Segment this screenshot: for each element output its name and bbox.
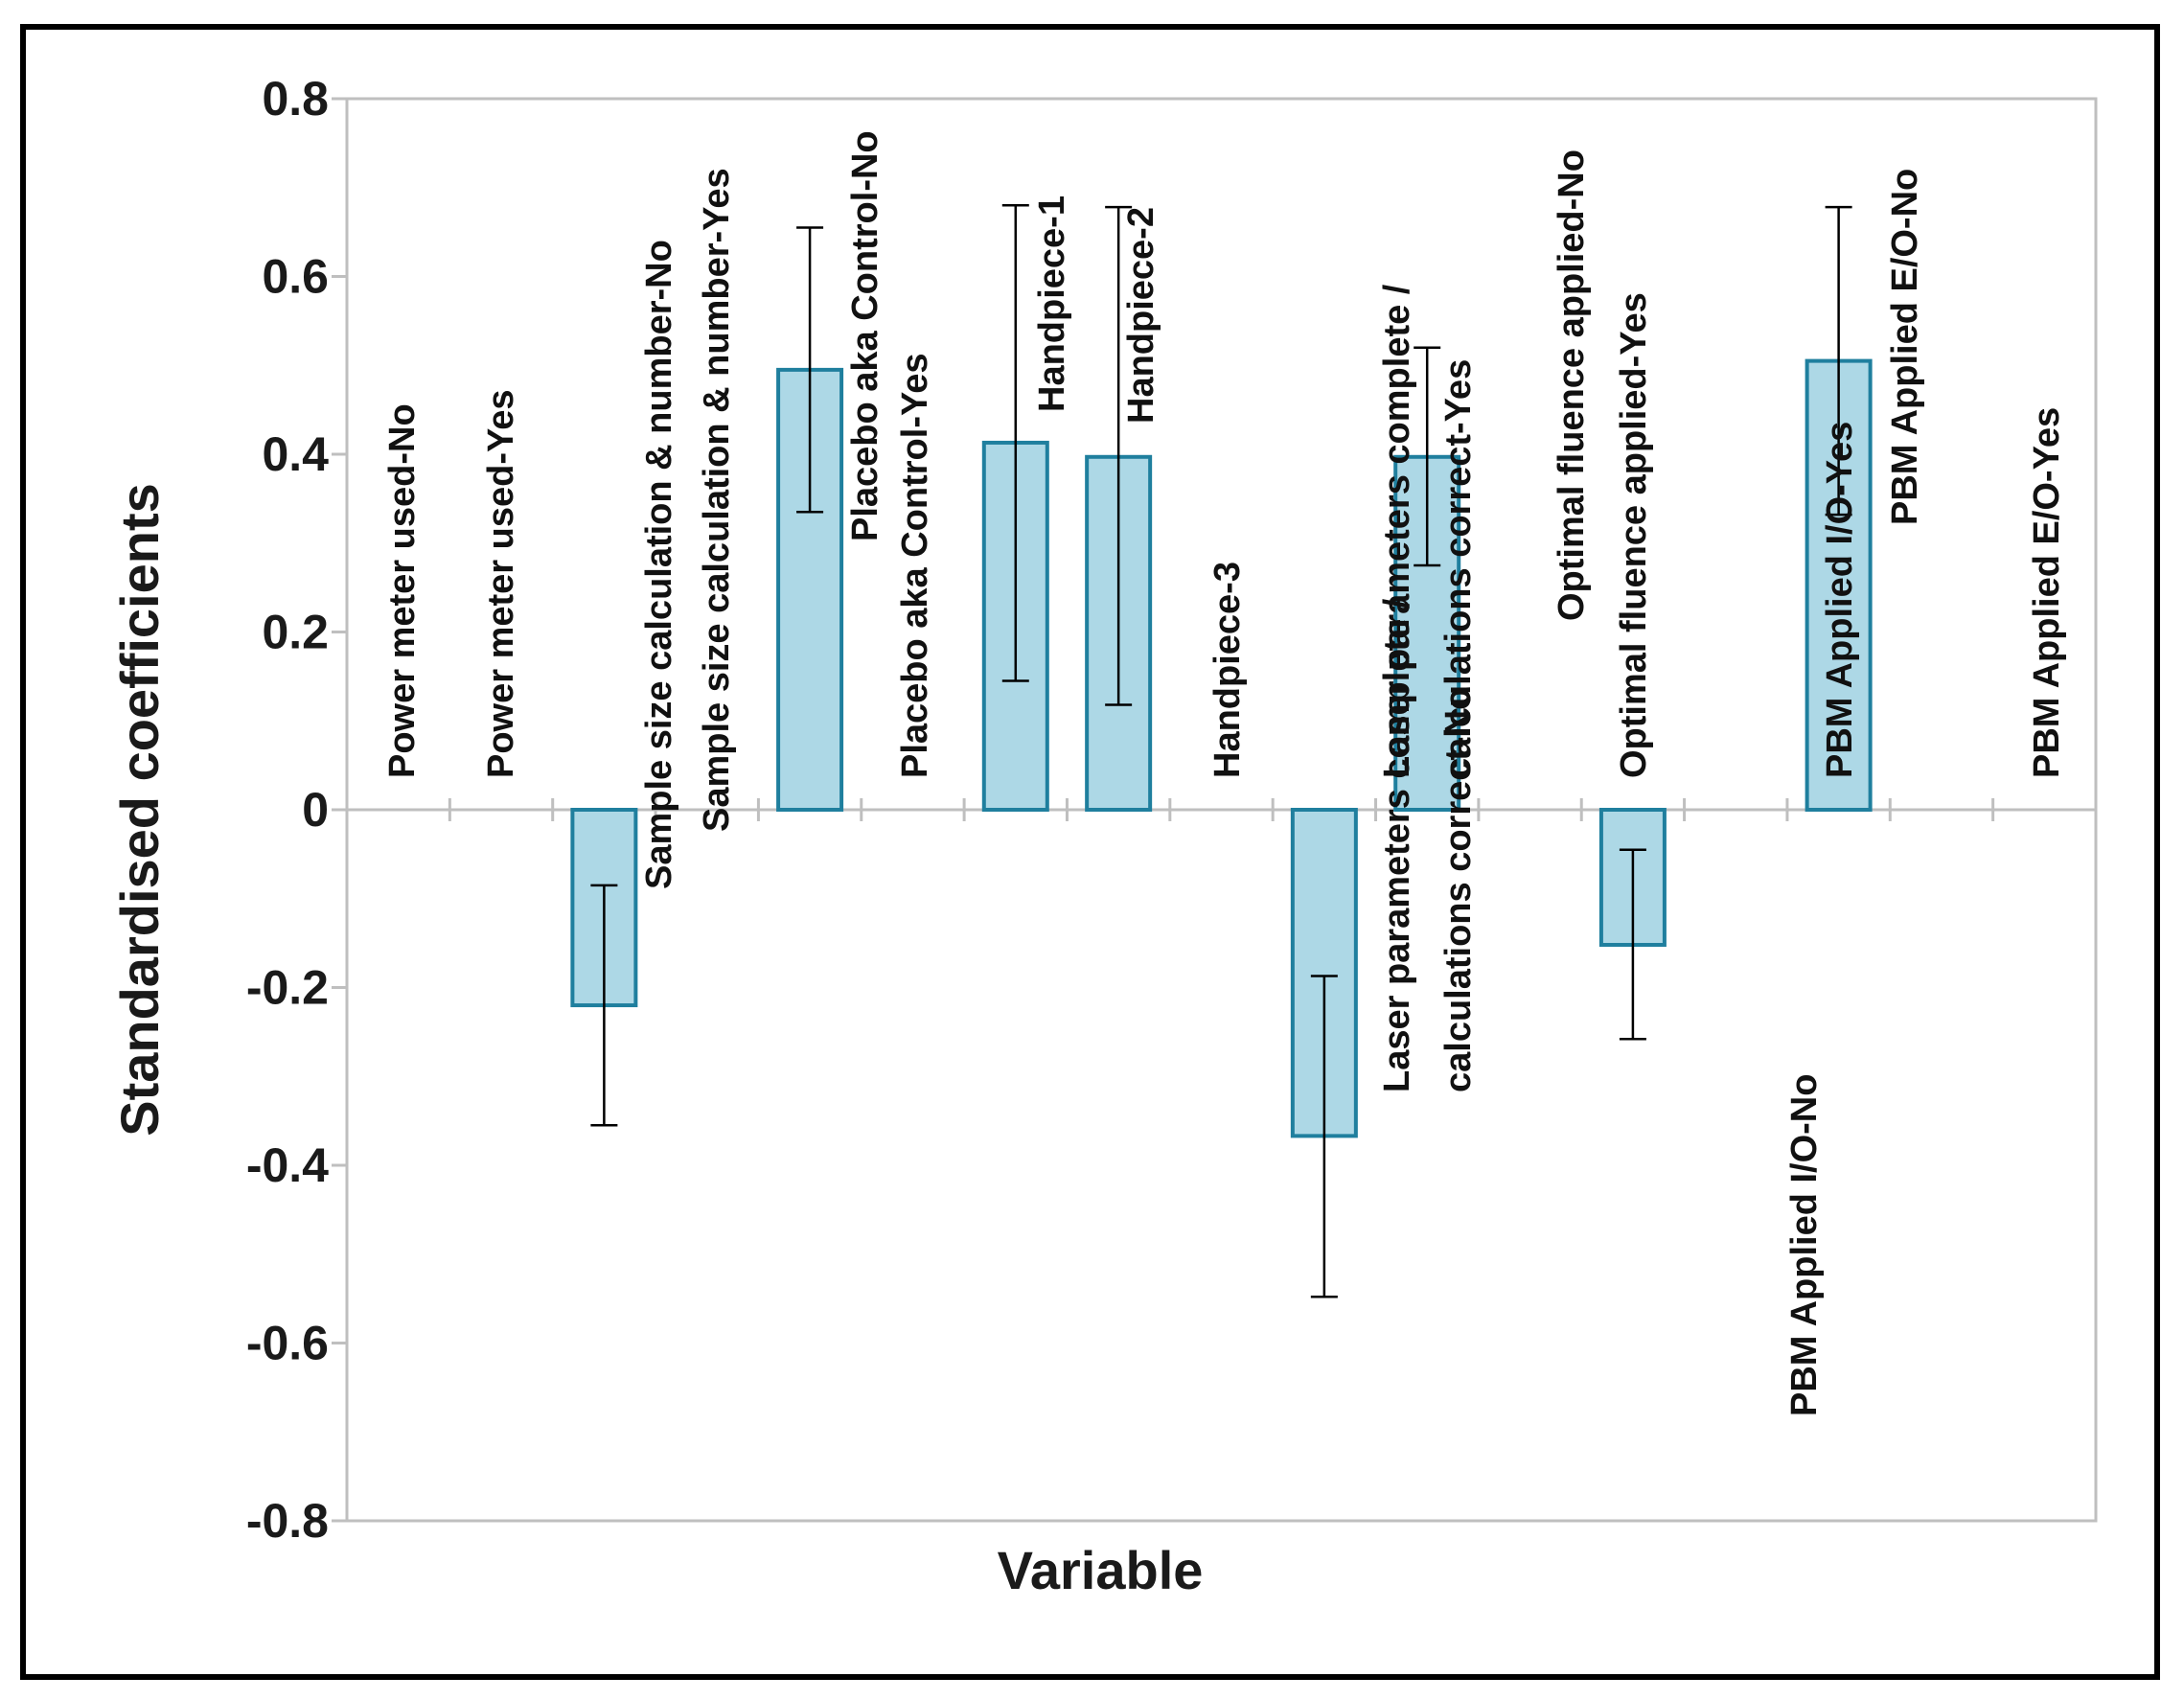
- category-label: Handpiece-2: [1121, 207, 1161, 424]
- category-label: Optimal fluence applied-Yes: [1614, 292, 1654, 778]
- category-label: PBM Applied I/O-Yes: [1820, 422, 1860, 778]
- category-label-line2: calculations correct-No: [1438, 688, 1479, 1092]
- category-label: Power meter used-Yes: [481, 389, 521, 778]
- y-tick-label: 0.8: [262, 72, 329, 126]
- y-tick-label: -0.4: [246, 1138, 329, 1192]
- x-axis-ticks: [345, 798, 2098, 821]
- y-tick-label: -0.8: [246, 1494, 329, 1548]
- category-label: Sample size calculation & number-No: [639, 240, 679, 889]
- x-axis-title: Variable: [998, 1540, 1204, 1600]
- category-label-line2: calculations correct-Yes: [1438, 359, 1479, 778]
- y-tick-label: -0.6: [246, 1317, 329, 1370]
- error-bars-group: [590, 204, 1852, 1298]
- category-label: Power meter used-No: [382, 403, 423, 778]
- category-label: PBM Applied I/O-No: [1784, 1074, 1825, 1416]
- category-label: Laser parameters complete /: [1377, 598, 1417, 1092]
- category-label: Handpiece-1: [1032, 195, 1072, 412]
- y-tick-label: 0.2: [262, 606, 329, 659]
- category-label: PBM Applied E/O-Yes: [2027, 407, 2067, 778]
- category-label: Handpiece-3: [1207, 562, 1248, 778]
- y-tick-label: 0: [302, 783, 329, 837]
- y-axis-title: Standardised coefficients: [109, 483, 170, 1137]
- category-label: Placebo aka Control-No: [845, 130, 885, 541]
- category-label: PBM Applied E/O-No: [1885, 169, 1925, 525]
- y-tick-label: 0.4: [262, 427, 329, 481]
- category-labels-group: Power meter used-No Power meter used-Yes S…: [382, 130, 2067, 1416]
- y-tick-label: 0.6: [262, 250, 329, 304]
- category-label: Optimal fluence applied-No: [1552, 149, 1592, 621]
- category-label: Laser parameters complete /: [1377, 284, 1417, 778]
- y-axis-ticks: 0.8 0.6 0.4 0.2 0 -0.2 -0.4 -0.6 -0.8: [246, 72, 347, 1548]
- y-tick-label: -0.2: [246, 961, 329, 1015]
- category-label: Sample size calculation & number-Yes: [697, 168, 737, 832]
- category-label: Placebo aka Control-Yes: [895, 354, 935, 779]
